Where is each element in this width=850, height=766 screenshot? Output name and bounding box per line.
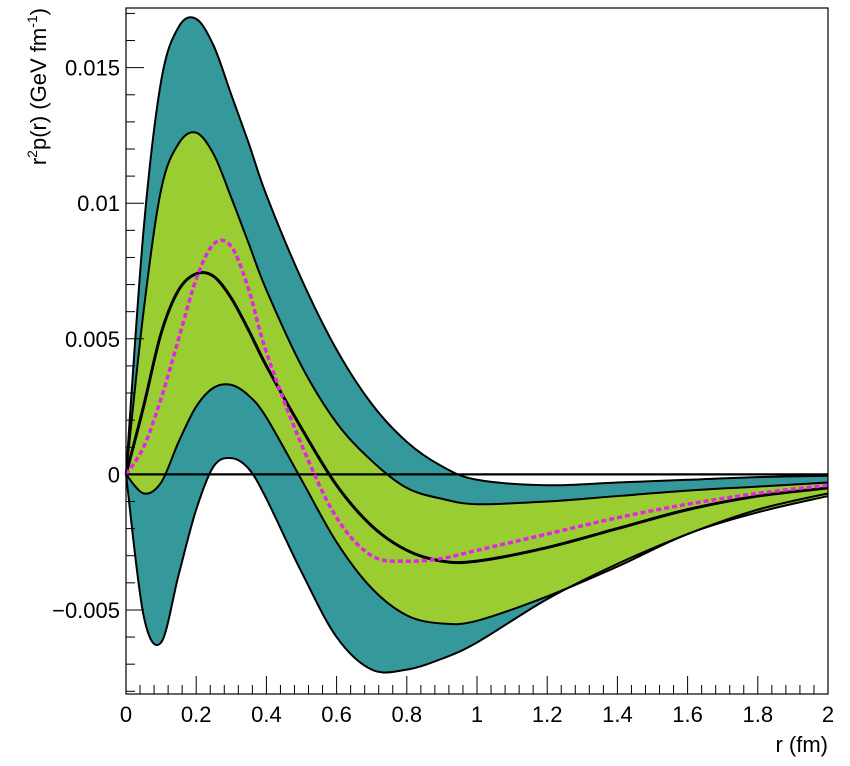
x-tick-label: 1.2: [532, 702, 563, 727]
lines-layer: [124, 16, 829, 674]
y-tick-label: 0.015: [65, 56, 120, 81]
x-tick-label: 0.2: [181, 702, 212, 727]
x-tick-label: 1.8: [743, 702, 774, 727]
y-tick-label: 0.01: [77, 191, 120, 216]
y-tick-label: 0.005: [65, 327, 120, 352]
x-tick-label: 0.4: [251, 702, 282, 727]
y-axis-title-sup: 2: [24, 150, 40, 158]
x-tick-label: 0.8: [392, 702, 423, 727]
central-curve: [124, 271, 829, 565]
ticks-layer: [125, 12, 829, 694]
x-tick-label: 0.6: [321, 702, 352, 727]
y-axis-title-sup2: -1: [24, 15, 40, 28]
x-tick-label: 1.6: [672, 702, 703, 727]
x-tick-label: 1: [471, 702, 483, 727]
tick-labels-layer: 0 0.2 0.4 0.6 0.8 1 1.2 1.4 1.6 1.8 2 −0.005 0 0.005 0…: [52, 56, 834, 727]
x-tick-label: 1.4: [602, 702, 633, 727]
band-edge-inner-upper: [125, 131, 829, 506]
band-edge-inner-lower: [125, 383, 829, 626]
y-axis-title: r2p(r) (GeV fm-1): [24, 8, 51, 165]
y-axis-title-base: r: [26, 158, 51, 165]
y-tick-label: −0.005: [52, 598, 120, 623]
dashed-curve: [124, 238, 829, 563]
y-tick-label: 0: [108, 462, 120, 487]
x-tick-label: 2: [822, 702, 834, 727]
x-tick-label: 0: [120, 702, 132, 727]
bands-layer: [126, 17, 828, 673]
band-edge-outer-upper: [125, 16, 829, 487]
band-edge-outer-lower: [125, 456, 829, 674]
y-axis-title-mid: p(r) (GeV fm: [26, 28, 51, 150]
y-axis-title-end: ): [26, 8, 51, 15]
inner-band: [126, 132, 828, 625]
x-axis-title: r (fm): [775, 732, 828, 757]
